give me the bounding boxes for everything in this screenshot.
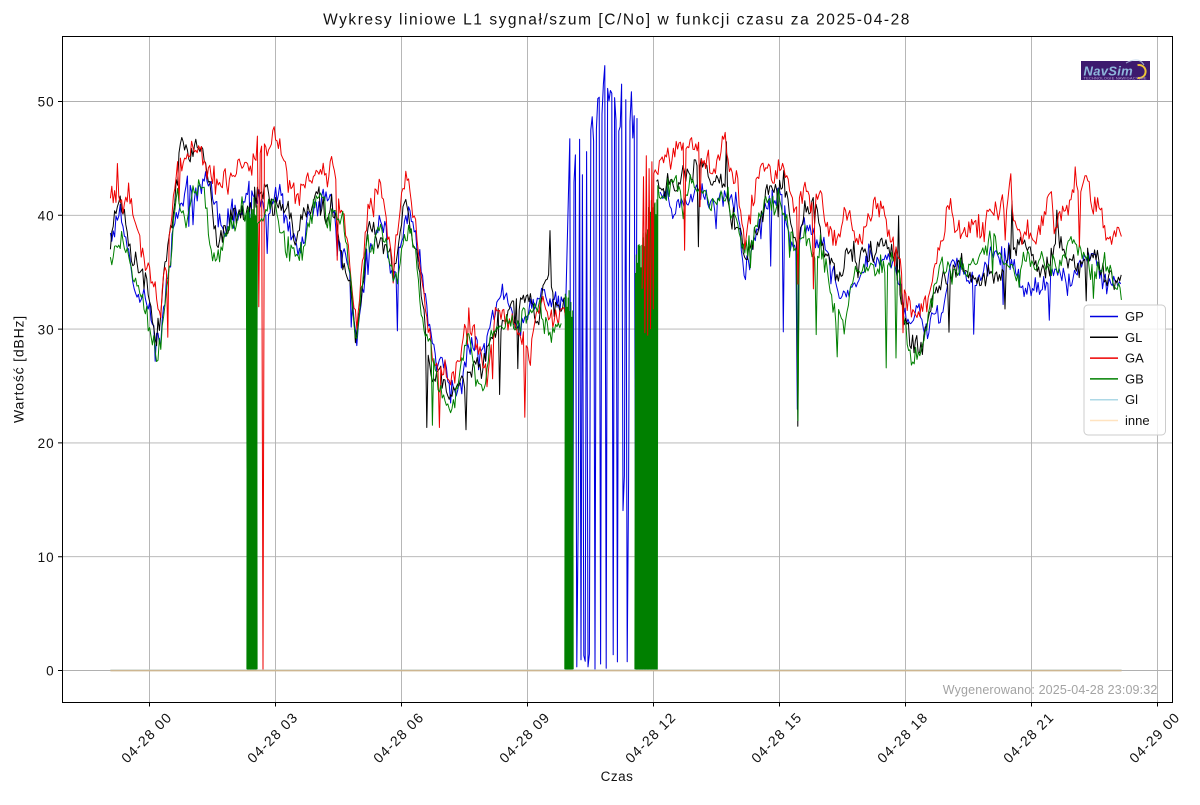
svg-text:50: 50 xyxy=(38,95,55,110)
svg-text:Wartość [dBHz]: Wartość [dBHz] xyxy=(11,315,27,423)
svg-text:GB: GB xyxy=(1125,371,1144,386)
svg-text:20: 20 xyxy=(38,436,55,451)
svg-text:Wygenerowano: 2025-04-28 23:09: Wygenerowano: 2025-04-28 23:09:32 xyxy=(943,683,1158,697)
svg-text:40: 40 xyxy=(38,209,55,224)
svg-text:30: 30 xyxy=(38,322,55,337)
svg-text:Czas: Czas xyxy=(601,769,634,784)
svg-text:GP: GP xyxy=(1125,309,1144,324)
svg-text:Wykresy liniowe L1 sygnał/szum: Wykresy liniowe L1 sygnał/szum [C/No] w … xyxy=(323,12,911,29)
svg-text:GA: GA xyxy=(1125,351,1144,366)
svg-text:inne: inne xyxy=(1125,413,1150,428)
svg-text:Gl: Gl xyxy=(1125,392,1138,407)
svg-text:NavSim: NavSim xyxy=(1084,64,1134,79)
svg-text:GL: GL xyxy=(1125,330,1142,345)
svg-text:TECHNOLOGIE NAWIGACYJNE: TECHNOLOGIE NAWIGACYJNE xyxy=(1084,75,1147,80)
svg-text:0: 0 xyxy=(46,664,54,679)
svg-text:10: 10 xyxy=(38,550,55,565)
